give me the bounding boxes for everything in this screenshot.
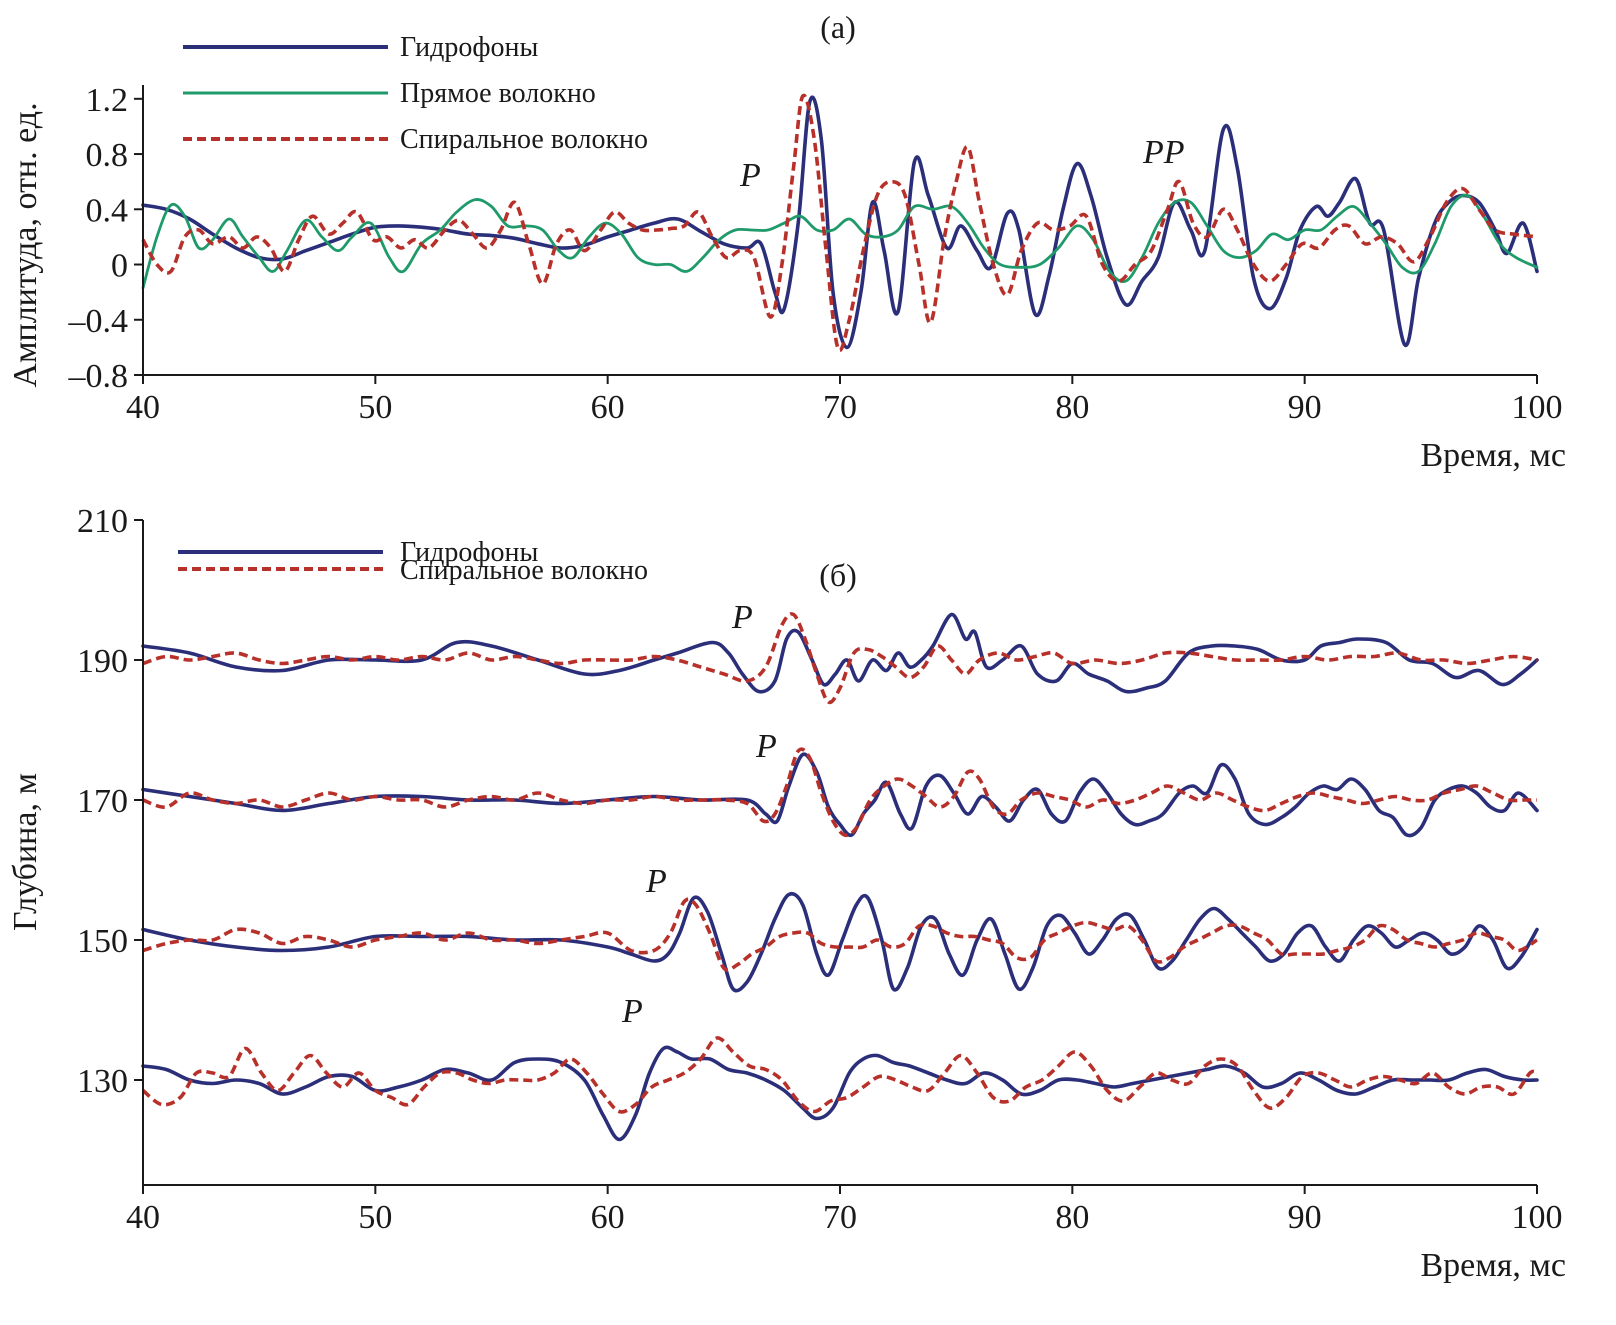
panel-a: (а) –0.8 –0.4 0 0.4 0.8 1.2 40 50 60 70 80 90 100 В…	[7, 9, 1566, 474]
legend-b-label-hydrophones: Гидрофоны	[400, 537, 538, 568]
panel-b-xtick-label: 50	[358, 1199, 392, 1236]
panel-b-xtick-label: 80	[1055, 1199, 1089, 1236]
panel-b-xtick-label: 60	[591, 1199, 625, 1236]
panel-a-y-ticks: –0.8 –0.4 0 0.4 0.8 1.2	[68, 82, 143, 395]
panel-b-series-hydrophones-190	[141, 612, 1539, 694]
panel-a-series-hydrophones	[141, 95, 1539, 350]
panel-a-x-ticks: 40 50 60 70 80 90 100	[126, 375, 1563, 426]
panel-b-series-spiral-fiber-190	[142, 612, 1538, 705]
panel-b-traces	[141, 612, 1539, 1142]
legend-a-label-spiral-fiber: Спиральное волокно	[400, 124, 648, 155]
panel-b-xtick-label: 90	[1288, 1199, 1322, 1236]
panel-a-ytick-label: 0.8	[86, 137, 129, 174]
panel-b-annotation-p-150: P	[645, 863, 667, 900]
legend-b-label-spiral-fiber: Спиральное волокно	[400, 555, 648, 586]
panel-b-series-hydrophones-150	[141, 891, 1539, 993]
panel-a-xtick-label: 40	[126, 389, 160, 426]
panel-b-legend: Гидрофоны Спиральное волокно	[178, 537, 648, 586]
panel-a-traces	[141, 93, 1539, 353]
panel-a-xtick-label: 80	[1055, 389, 1089, 426]
panel-b-annotation-p-190: P	[731, 599, 753, 636]
panel-b-label: (б)	[819, 557, 857, 593]
panel-b-ytick-label: 170	[77, 783, 128, 820]
panel-a-xtick-label: 60	[591, 389, 625, 426]
panel-b-ytick-label: 210	[77, 503, 128, 540]
legend-a-label-hydrophones: Гидрофоны	[400, 32, 538, 63]
panel-a-series-straight-fiber	[141, 193, 1539, 290]
panel-a-xtick-label: 70	[823, 389, 857, 426]
panel-b-x-axis-title: Время, мс	[1420, 1247, 1566, 1284]
panel-b-ytick-label: 130	[77, 1063, 128, 1100]
legend-a-label-straight-fiber: Прямое волокно	[400, 78, 596, 109]
panel-a-xtick-label: 50	[358, 389, 392, 426]
panel-b: (б) 130 150 170 190 210 40 50 60 70 80 90 100 Врем…	[7, 503, 1566, 1284]
panel-a-series-spiral-fiber	[141, 93, 1538, 353]
panel-b-series-spiral-fiber-150	[142, 897, 1538, 972]
panel-a-x-axis-title: Время, мс	[1420, 437, 1566, 474]
panel-b-xtick-label: 100	[1512, 1199, 1563, 1236]
panel-a-ytick-label: –0.8	[68, 358, 129, 395]
panel-b-x-ticks: 40 50 60 70 80 90 100	[126, 1185, 1563, 1236]
panel-a-xtick-label: 100	[1512, 389, 1563, 426]
panel-a-xtick-label: 90	[1288, 389, 1322, 426]
panel-a-ytick-label: 1.2	[86, 82, 129, 119]
panel-b-series-hydrophones-130	[141, 1045, 1539, 1142]
panel-b-ytick-label: 190	[77, 643, 128, 680]
panel-b-annotation-p-130: P	[621, 993, 643, 1030]
panel-b-xtick-label: 40	[126, 1199, 160, 1236]
panel-b-y-ticks: 130 150 170 190 210	[77, 503, 143, 1100]
panel-a-label: (а)	[820, 9, 856, 45]
panel-a-ytick-label: –0.4	[68, 303, 129, 340]
panel-a-legend: Гидрофоны Прямое волокно Спиральное воло…	[183, 32, 648, 155]
panel-b-xtick-label: 70	[823, 1199, 857, 1236]
panel-b-annotation-p-170: P	[755, 728, 777, 765]
panel-b-y-axis-title: Глубина, м	[7, 773, 44, 931]
panel-a-ytick-label: 0	[111, 248, 128, 285]
panel-b-ytick-label: 150	[77, 923, 128, 960]
panel-a-ytick-label: 0.4	[86, 192, 129, 229]
panel-a-annotation-pp: PP	[1142, 134, 1185, 171]
panel-a-y-axis-title: Амплитуда, отн. ед.	[7, 102, 44, 387]
panel-a-annotation-p: P	[739, 157, 761, 194]
panel-b-series-spiral-fiber-170	[142, 747, 1537, 838]
panel-b-series-spiral-fiber-130	[141, 1036, 1538, 1114]
